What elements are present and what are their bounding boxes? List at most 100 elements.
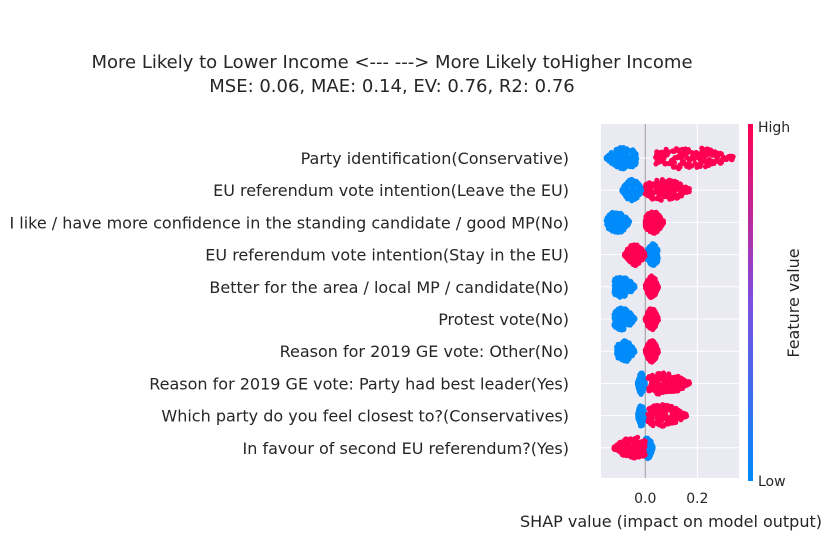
shap-point — [629, 187, 635, 194]
shap-point — [630, 317, 636, 323]
shap-point — [654, 229, 660, 235]
feature-7-low-points — [634, 370, 648, 397]
shap-point — [605, 225, 612, 232]
shap-point — [621, 158, 628, 165]
feature-label: Protest vote(No) — [438, 310, 569, 329]
shap-point — [648, 216, 654, 222]
feature-6-low-points — [614, 338, 638, 364]
shap-point — [649, 181, 655, 187]
feature-labels: Party identification(Conservative) EU ref… — [9, 149, 569, 458]
shap-point — [647, 339, 653, 345]
shap-point — [645, 343, 651, 349]
shap-point — [619, 212, 625, 218]
shap-point — [606, 154, 612, 160]
shap-point — [680, 153, 687, 159]
shap-point — [616, 351, 622, 357]
shap-point — [654, 177, 660, 183]
shap-point — [664, 419, 670, 426]
shap-point — [621, 185, 627, 191]
shap-point — [618, 276, 624, 282]
shap-point — [621, 338, 628, 344]
feature-2-low-points — [603, 209, 633, 235]
shap-point — [664, 151, 670, 157]
shap-point — [650, 292, 656, 298]
shap-point — [616, 355, 623, 361]
shap-point — [633, 160, 639, 166]
shap-point — [641, 444, 647, 450]
shap-point — [647, 385, 653, 391]
shap-point — [607, 216, 613, 222]
shap-point — [674, 195, 680, 201]
shap-point — [661, 382, 667, 388]
shap-point — [657, 410, 663, 416]
shap-point — [627, 282, 633, 288]
shap-point — [667, 415, 673, 421]
shap-point — [655, 248, 661, 254]
x-tick-label: 0.2 — [686, 491, 708, 507]
shap-point — [636, 418, 642, 424]
shap-point — [664, 193, 670, 200]
shap-point — [611, 226, 617, 232]
shap-point — [621, 451, 627, 458]
shap-point — [664, 182, 670, 189]
shap-point — [645, 323, 651, 329]
shap-point — [653, 342, 659, 349]
shap-point — [674, 164, 680, 170]
shap-point — [661, 186, 667, 192]
shap-point — [653, 374, 660, 380]
shap-point — [629, 157, 635, 163]
shap-point — [629, 164, 636, 170]
shap-point — [635, 450, 641, 456]
shap-point — [659, 373, 665, 380]
shap-point — [707, 149, 713, 155]
shap-point — [630, 147, 636, 153]
shap-point — [631, 243, 637, 249]
shap-point — [617, 158, 623, 165]
shap-point — [669, 195, 675, 202]
colorbar-high-label: High — [758, 120, 790, 136]
shap-point — [670, 375, 676, 381]
shap-point — [613, 285, 619, 292]
shap-point — [655, 347, 661, 353]
shap-point — [698, 152, 704, 158]
shap-point — [660, 159, 666, 165]
x-tick-label: 0.0 — [634, 491, 656, 507]
shap-point — [692, 160, 698, 167]
shap-point — [659, 423, 665, 429]
shap-point — [623, 343, 629, 349]
shap-point — [660, 219, 666, 225]
shap-point — [633, 258, 640, 264]
shap-point — [672, 408, 678, 414]
shap-point — [635, 190, 641, 196]
shap-point — [656, 403, 663, 409]
shap-point — [705, 162, 712, 169]
shap-point — [626, 356, 632, 362]
colorbar-low-label: Low — [758, 474, 786, 490]
shap-point — [624, 287, 631, 293]
chart-subtitle: MSE: 0.06, MAE: 0.14, EV: 0.76, R2: 0.76 — [209, 76, 575, 97]
shap-point — [622, 445, 628, 451]
shap-point — [641, 453, 647, 459]
data-points — [603, 144, 736, 462]
shap-point — [649, 309, 656, 315]
shap-point — [657, 181, 663, 187]
shap-point — [675, 373, 681, 380]
shap-point — [622, 355, 628, 361]
shap-point — [628, 351, 634, 357]
shap-point — [655, 284, 661, 290]
shap-point — [648, 194, 654, 200]
shap-point — [622, 223, 628, 229]
shap-point — [638, 371, 644, 377]
shap-point — [681, 377, 687, 383]
shap-point — [650, 317, 656, 323]
shap-point — [632, 247, 639, 253]
shap-point — [630, 286, 637, 292]
x-tick-labels: 0.0 0.2 — [634, 491, 708, 507]
shap-point — [685, 146, 692, 153]
shap-point — [615, 213, 621, 219]
shap-point — [626, 278, 632, 284]
shap-point — [653, 221, 660, 227]
shap-point — [654, 391, 660, 397]
shap-point — [620, 310, 626, 316]
shap-point — [622, 146, 629, 152]
